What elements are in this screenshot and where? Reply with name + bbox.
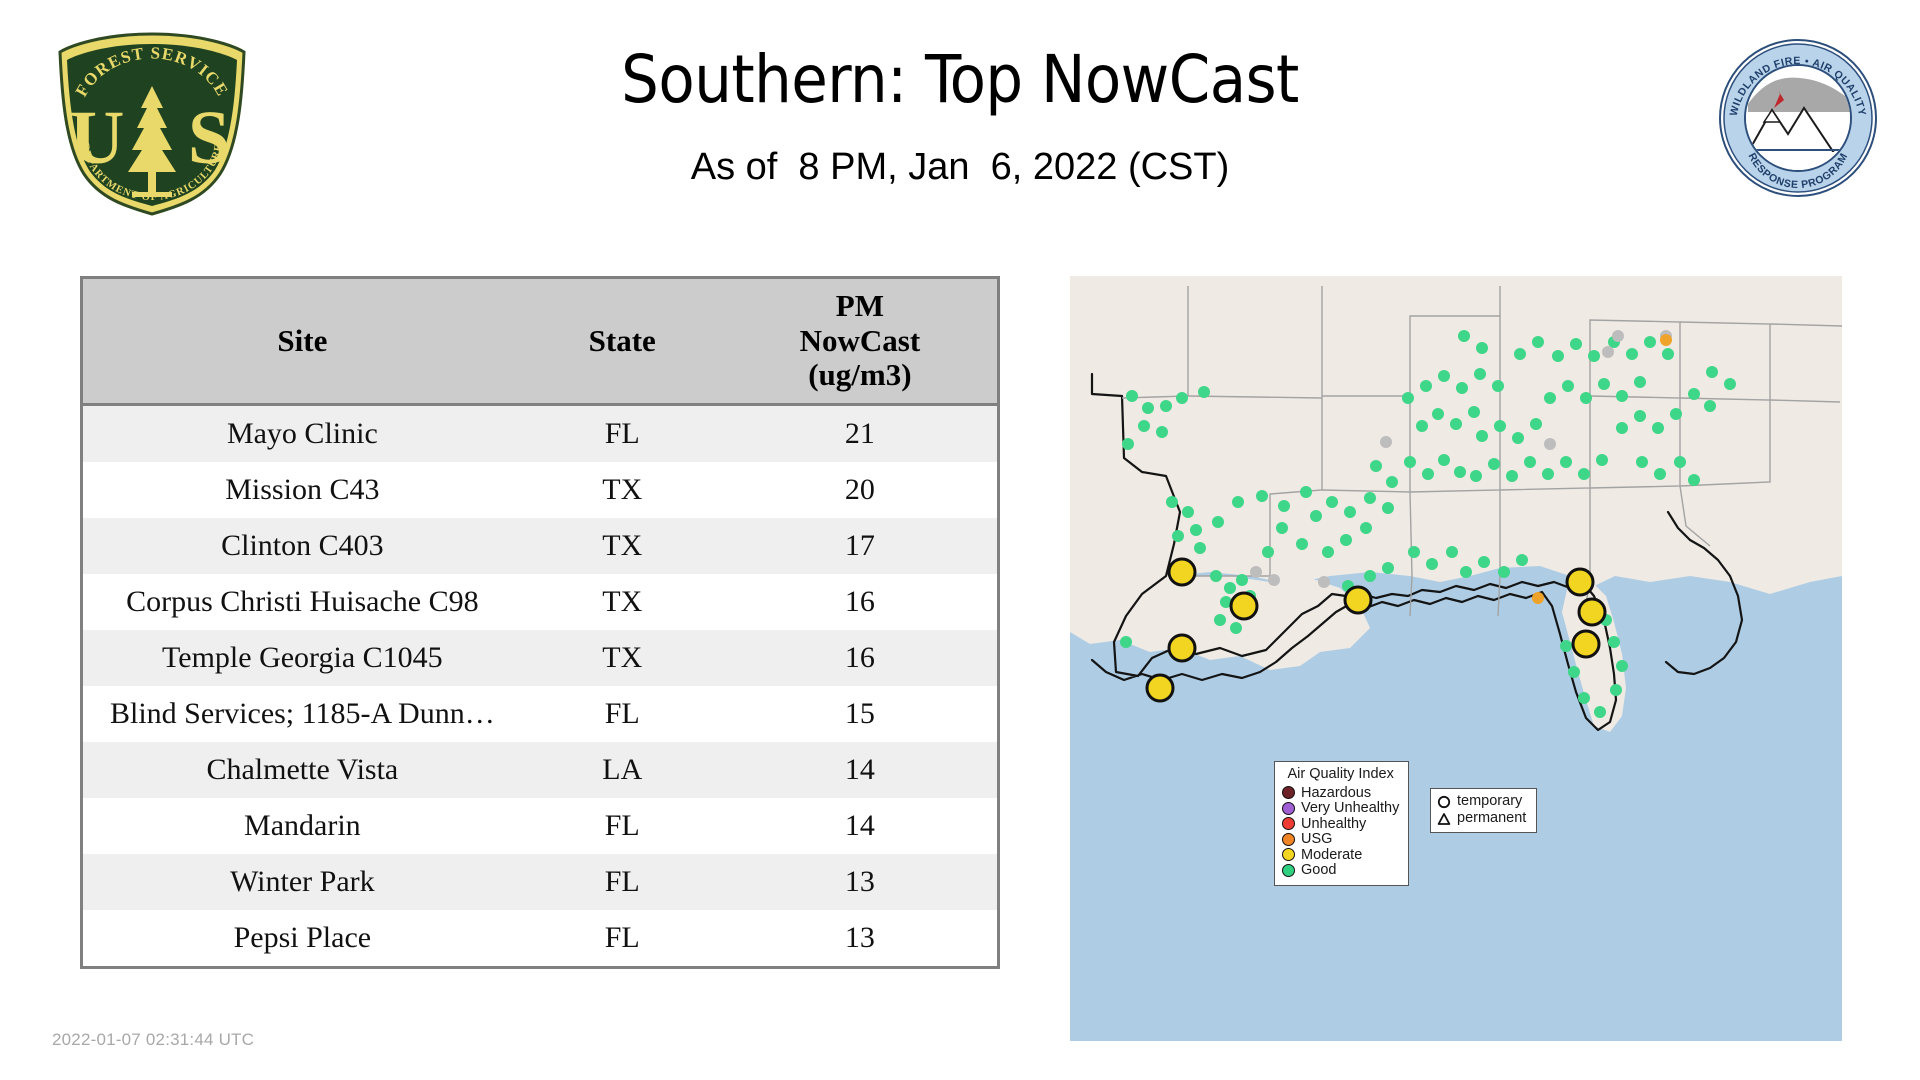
aqi-label: Hazardous — [1301, 784, 1372, 801]
aqi-legend-item-unhealthy: Unhealthy — [1282, 815, 1399, 832]
swatch-unhealthy — [1282, 817, 1295, 831]
map-markers-good — [1120, 330, 1736, 718]
fs-logo-letter-s: S — [188, 96, 230, 180]
table-row[interactable]: Winter Park FL 13 — [83, 854, 997, 911]
swatch-moderate — [1282, 848, 1295, 862]
table-head: Site State PM NowCast (ug/m3) — [83, 279, 997, 407]
table-header-row: Site State PM NowCast (ug/m3) — [83, 279, 997, 407]
map-markers-usg — [1532, 334, 1672, 604]
table-row[interactable]: Corpus Christi Huisache C98 TX 16 — [83, 574, 997, 631]
generated-timestamp: 2022-01-07 02:31:44 UTC — [52, 1030, 255, 1049]
cell-state: TX — [602, 473, 643, 507]
cell-value: 14 — [844, 753, 875, 787]
symbol-legend-permanent: permanent — [1437, 810, 1526, 827]
symbol-legend-temporary: temporary — [1437, 793, 1526, 810]
aqi-legend: Air Quality Index Hazardous Very Unhealt… — [1274, 761, 1410, 886]
cell-value: 14 — [844, 809, 875, 843]
cell-state: FL — [604, 417, 640, 451]
symbol-legend: temporary permanent — [1430, 788, 1538, 834]
pm-header-line1: PM — [835, 288, 884, 323]
cell-value: 13 — [844, 865, 875, 899]
aqi-legend-item-moderate: Moderate — [1282, 846, 1399, 863]
cell-site: Blind Services; 1185-A Dunn… — [110, 697, 495, 731]
column-header-site[interactable]: Site — [83, 279, 522, 407]
swatch-very-unhealthy — [1282, 801, 1295, 815]
cell-site: Mission C43 — [225, 473, 380, 507]
cell-site: Clinton C403 — [221, 529, 384, 563]
nowcast-table: Site State PM NowCast (ug/m3) Mayo Clini… — [83, 279, 997, 967]
cell-state: FL — [604, 809, 640, 843]
header-block: Southern: Top NowCast As of 8 PM, Jan 6,… — [300, 45, 1620, 189]
aqi-label: Very Unhealthy — [1301, 800, 1400, 816]
cell-site: Mayo Clinic — [226, 417, 378, 451]
cell-site: Chalmette Vista — [206, 753, 399, 787]
cell-state: FL — [604, 921, 640, 955]
cell-value: 15 — [844, 697, 875, 731]
cell-value: 21 — [844, 417, 875, 451]
aqi-legend-item-hazardous: Hazardous — [1282, 784, 1399, 801]
table-row[interactable]: Temple Georgia C1045 TX 16 — [83, 630, 997, 687]
map-landmass — [1070, 276, 1842, 732]
aqi-legend-item-usg: USG — [1282, 832, 1399, 847]
circle-pin-icon — [1437, 795, 1451, 808]
symbol-label: permanent — [1457, 810, 1527, 827]
map-graphic — [1070, 276, 1842, 1041]
cell-site: Winter Park — [230, 865, 375, 899]
cell-state: FL — [604, 865, 640, 899]
aqi-legend-item-good: Good — [1282, 863, 1399, 878]
table-row[interactable]: Clinton C403 TX 17 — [83, 518, 997, 575]
table-row[interactable]: Mission C43 TX 20 — [83, 462, 997, 519]
map-markers-moderate — [1145, 557, 1607, 703]
nowcast-table-container: Site State PM NowCast (ug/m3) Mayo Clini… — [80, 276, 1000, 970]
swatch-good — [1282, 863, 1295, 877]
table-row[interactable]: Mandarin FL 14 — [83, 798, 997, 855]
table-row[interactable]: Pepsi Place FL 13 — [83, 910, 997, 967]
aqi-legend-title: Air Quality Index — [1287, 766, 1394, 782]
cell-site: Pepsi Place — [233, 921, 372, 955]
cell-site: Corpus Christi Huisache C98 — [126, 585, 479, 619]
cell-state: TX — [602, 529, 643, 563]
map-state-borders — [1121, 286, 1842, 617]
cell-site: Mandarin — [244, 809, 361, 843]
page-title: Southern: Top NowCast — [621, 41, 1299, 118]
page-subtitle: As of 8 PM, Jan 6, 2022 (CST) — [690, 146, 1230, 189]
aqi-label: USG — [1301, 831, 1333, 847]
table-row[interactable]: Chalmette Vista LA 14 — [83, 742, 997, 799]
pm-header-line2: NowCast — [799, 322, 921, 358]
air-quality-map[interactable]: Air Quality Index Hazardous Very Unhealt… — [1070, 276, 1842, 1041]
fs-logo-letter-u: U — [70, 96, 125, 180]
aqi-label: Unhealthy — [1301, 815, 1367, 832]
aqi-label: Moderate — [1301, 846, 1363, 863]
cell-value: 16 — [844, 585, 875, 619]
aqi-label: Good — [1301, 862, 1337, 878]
wfaq-program-logo: WILDLAND FIRE • AIR QUALITY RESPONSE PRO… — [1718, 38, 1878, 198]
pine-tree-icon — [128, 86, 176, 197]
table-body: Mayo Clinic FL 21 Mission C43 TX 20 Clin… — [83, 404, 997, 967]
cell-state: LA — [602, 753, 643, 787]
cell-value: 16 — [844, 641, 875, 675]
cell-value: 20 — [844, 473, 875, 507]
cell-site: Temple Georgia C1045 — [162, 641, 443, 675]
column-header-state[interactable]: State — [521, 279, 723, 407]
map-markers-offline — [1250, 330, 1672, 588]
forest-service-logo: FOREST SERVICE DEPARTMENT OF AGRICULTURE… — [52, 28, 252, 218]
symbol-label: temporary — [1457, 793, 1523, 809]
cell-state: TX — [602, 641, 643, 675]
triangle-pin-icon — [1437, 812, 1451, 825]
swatch-hazardous — [1282, 786, 1295, 800]
cell-state: FL — [604, 697, 640, 731]
cell-value: 17 — [844, 529, 875, 563]
column-header-pm-nowcast[interactable]: PM NowCast (ug/m3) — [722, 279, 997, 407]
table-row[interactable]: Mayo Clinic FL 21 — [83, 404, 997, 463]
cell-value: 13 — [844, 921, 875, 955]
pm-header-line3: (ug/m3) — [808, 357, 912, 393]
cell-state: TX — [602, 585, 643, 619]
table-row[interactable]: Blind Services; 1185-A Dunn… FL 15 — [83, 686, 997, 743]
swatch-usg — [1282, 832, 1295, 846]
aqi-legend-item-very-unhealthy: Very Unhealthy — [1282, 801, 1399, 816]
